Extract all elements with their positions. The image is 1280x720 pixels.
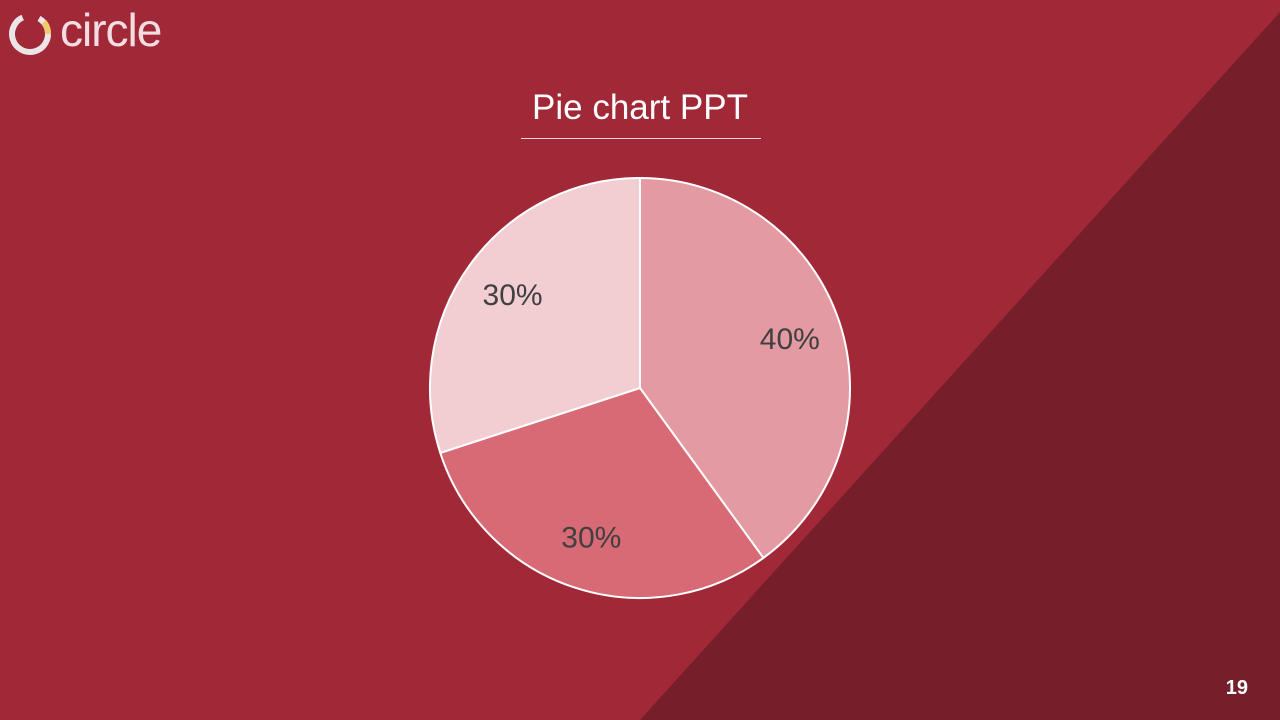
brand-logo: circle bbox=[4, 4, 162, 62]
title-underline bbox=[521, 138, 761, 139]
pie-slice-label-3: 30% bbox=[483, 279, 543, 312]
pie-slice-1 bbox=[639, 177, 851, 559]
logo-text: circle bbox=[60, 4, 162, 56]
diagonal-panel bbox=[640, 12, 1280, 720]
pie-slice-2 bbox=[439, 387, 765, 600]
pie-slice-3 bbox=[429, 177, 641, 454]
pie-slice-label-2: 30% bbox=[561, 521, 621, 554]
page-number: 19 bbox=[1225, 677, 1248, 699]
circle-logo-icon bbox=[9, 13, 51, 55]
pie-slice-label-1: 40% bbox=[760, 323, 820, 356]
slide-title: Pie chart PPT bbox=[532, 88, 748, 127]
